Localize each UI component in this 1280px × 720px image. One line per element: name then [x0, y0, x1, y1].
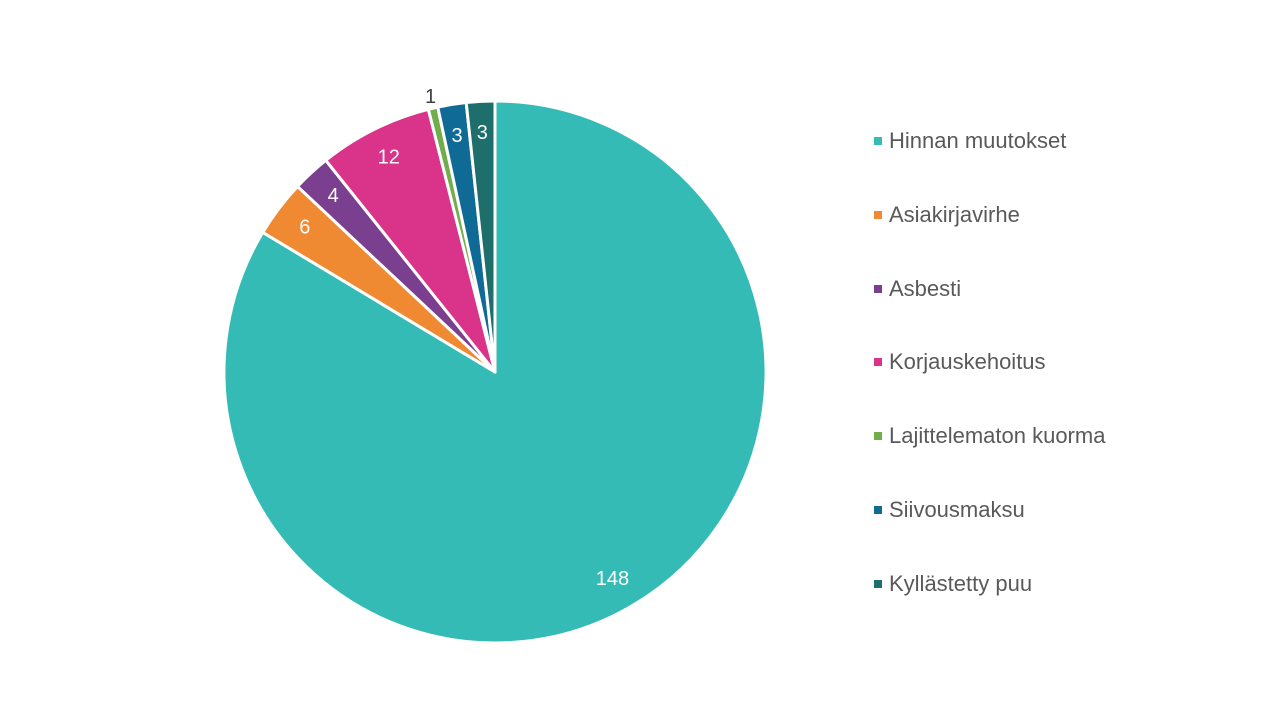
legend-label: Hinnan muutokset	[889, 128, 1067, 153]
legend-label: Siivousmaksu	[889, 497, 1025, 522]
legend-label: Korjauskehoitus	[889, 349, 1046, 375]
legend-swatch	[874, 284, 882, 293]
data-label-2: 4	[328, 185, 339, 207]
legend-swatch	[874, 137, 882, 145]
legend-label: Kyllästetty puu	[889, 570, 1033, 596]
data-label-5: 3	[452, 125, 463, 147]
legend-swatch	[874, 506, 882, 514]
legend-swatch	[874, 432, 882, 441]
data-label-1: 6	[299, 216, 310, 238]
legend-label: Lajittelematon kuorma	[889, 423, 1106, 449]
legend-label: Asbesti	[889, 275, 962, 301]
data-label-6: 3	[477, 122, 488, 144]
data-label-4: 1	[425, 86, 436, 108]
legend-label: Asiakirjavirhe	[889, 201, 1020, 227]
legend-swatch	[874, 210, 882, 219]
data-label-3: 12	[378, 147, 400, 169]
pie-slice-6	[464, 99, 497, 374]
legend-swatch	[874, 358, 882, 367]
pie-slice-3	[324, 107, 497, 374]
legend-swatch	[874, 579, 882, 588]
data-label-0: 148	[596, 568, 629, 590]
